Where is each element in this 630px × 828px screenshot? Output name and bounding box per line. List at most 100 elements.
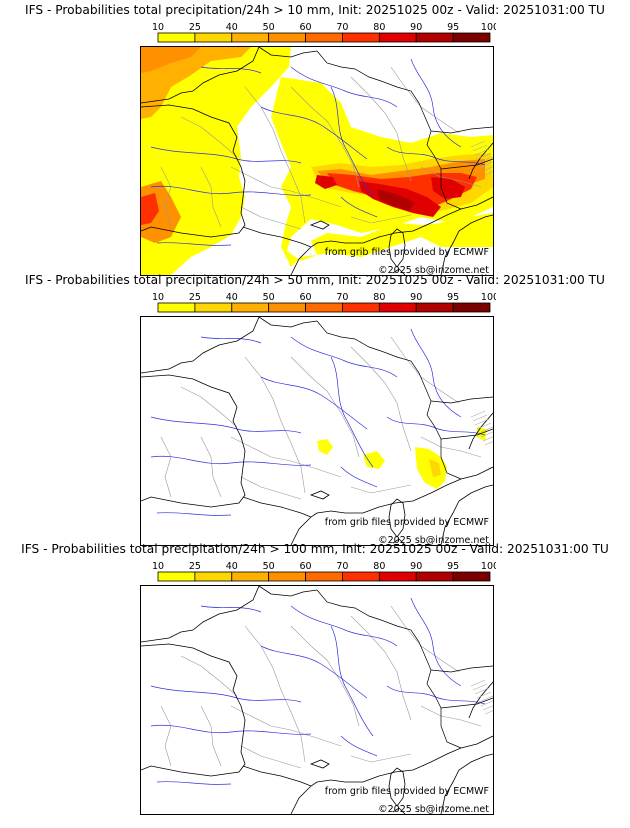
admin-border-line — [420, 166, 482, 188]
admin-border-line — [230, 436, 342, 478]
colorbar-tick-label: 25 — [189, 561, 201, 572]
map-canvas — [141, 317, 493, 545]
admin-border-line — [350, 214, 412, 224]
island-outline — [309, 759, 330, 769]
colorbar-swatch — [194, 32, 233, 43]
colorbar-swatch — [305, 571, 343, 582]
terrain-hatch — [476, 422, 492, 430]
admin-border-line — [200, 705, 222, 767]
colorbar-tick-label: 25 — [189, 292, 201, 303]
coastline — [141, 643, 246, 777]
terrain-hatch — [472, 683, 488, 691]
terrain-hatch — [480, 431, 493, 438]
panel-title: IFS - Probabilities total precipitation/… — [25, 273, 605, 287]
admin-border-line — [350, 753, 412, 763]
colorbar: 10 25 40 50 60 70 80 90 95 100 — [152, 561, 496, 582]
colorbar-swatch — [415, 32, 454, 43]
admin-border-line — [290, 625, 360, 727]
colorbar: 10 25 40 50 60 70 80 90 95 100 — [152, 292, 496, 313]
probability-area — [377, 189, 415, 211]
colorbar-tick-label: 50 — [263, 561, 275, 572]
colorbar: 10 25 40 50 60 70 80 90 95 100 — [152, 22, 496, 43]
admin-border-line — [420, 436, 482, 458]
admin-border-line — [420, 705, 482, 727]
terrain-hatch — [472, 414, 488, 422]
colorbar-tick-label: 100 — [481, 22, 496, 33]
river-line — [386, 685, 486, 705]
coastline — [258, 586, 318, 597]
colorbar-swatch — [452, 302, 491, 313]
colorbar-tick-label: 50 — [263, 22, 275, 33]
admin-border-line — [230, 705, 342, 747]
admin-border-line — [290, 86, 360, 188]
country-border-line — [316, 589, 462, 749]
country-border-line — [430, 126, 493, 134]
river-line — [410, 597, 462, 687]
terrain-hatch — [480, 161, 493, 168]
river-line — [200, 336, 262, 344]
river-line — [260, 645, 368, 699]
admin-border-line — [230, 166, 342, 208]
colorbar-swatch — [157, 32, 196, 43]
river-line — [260, 376, 368, 430]
admin-border-line — [240, 206, 302, 230]
country-border-line — [242, 765, 312, 787]
colorbar-swatch — [415, 571, 454, 582]
probability-area — [317, 439, 333, 455]
terrain-hatch — [482, 436, 493, 442]
river-line — [260, 106, 368, 160]
admin-border-line — [390, 336, 460, 404]
colorbar-tick-label: 100 — [481, 561, 496, 572]
coastline — [258, 47, 318, 58]
island-outline — [392, 538, 406, 545]
terrain-hatch — [482, 166, 493, 172]
colorbar-tick-label: 60 — [300, 561, 312, 572]
terrain-hatch — [482, 705, 493, 711]
colorbar-tick-label: 70 — [336, 561, 348, 572]
map-base-layer — [141, 586, 493, 814]
admin-border-line — [200, 436, 222, 498]
colorbar-tick-label: 95 — [447, 22, 459, 33]
island-outline — [388, 767, 406, 807]
island-outline — [309, 490, 330, 500]
terrain-hatch — [474, 687, 490, 695]
river-line — [386, 416, 486, 436]
admin-border-line — [350, 346, 412, 452]
island-outline — [392, 807, 406, 814]
colorbar-swatch — [452, 571, 491, 582]
credit-copyright: ©2025 sb@irizome.net — [378, 804, 489, 815]
colorbar-swatch — [268, 32, 306, 43]
probability-area — [363, 451, 385, 469]
colorbar-tick-label: 70 — [336, 22, 348, 33]
river-line — [340, 466, 378, 488]
panel-title: IFS - Probabilities total precipitation/… — [25, 3, 605, 17]
river-line — [150, 416, 302, 434]
colorbar-swatch — [452, 32, 491, 43]
colorbar-tick-label: 25 — [189, 22, 201, 33]
terrain-hatch — [478, 156, 493, 164]
admin-border-line — [244, 356, 306, 494]
river-line — [330, 625, 374, 737]
colorbar-swatch — [268, 302, 306, 313]
colorbar-tick-label: 80 — [373, 292, 385, 303]
river-line — [410, 328, 462, 418]
colorbar-swatch — [231, 32, 270, 43]
colorbar-tick-label: 40 — [226, 561, 238, 572]
terrain-hatch — [470, 410, 486, 418]
map-canvas — [141, 47, 493, 275]
admin-border-line — [390, 605, 460, 673]
terrain-hatch — [478, 426, 493, 434]
colorbar-tick-label: 95 — [447, 561, 459, 572]
terrain-hatch — [480, 700, 493, 707]
river-line — [340, 196, 378, 218]
river-line — [290, 605, 398, 647]
map-base-layer — [141, 47, 493, 275]
admin-border-line — [244, 625, 306, 763]
terrain-hatch — [472, 144, 488, 152]
terrain-hatch — [484, 171, 493, 176]
coastline — [468, 681, 493, 719]
country-border-line — [440, 697, 493, 709]
admin-border-line — [180, 386, 238, 428]
admin-border-line — [160, 166, 172, 228]
coastline — [290, 735, 493, 814]
